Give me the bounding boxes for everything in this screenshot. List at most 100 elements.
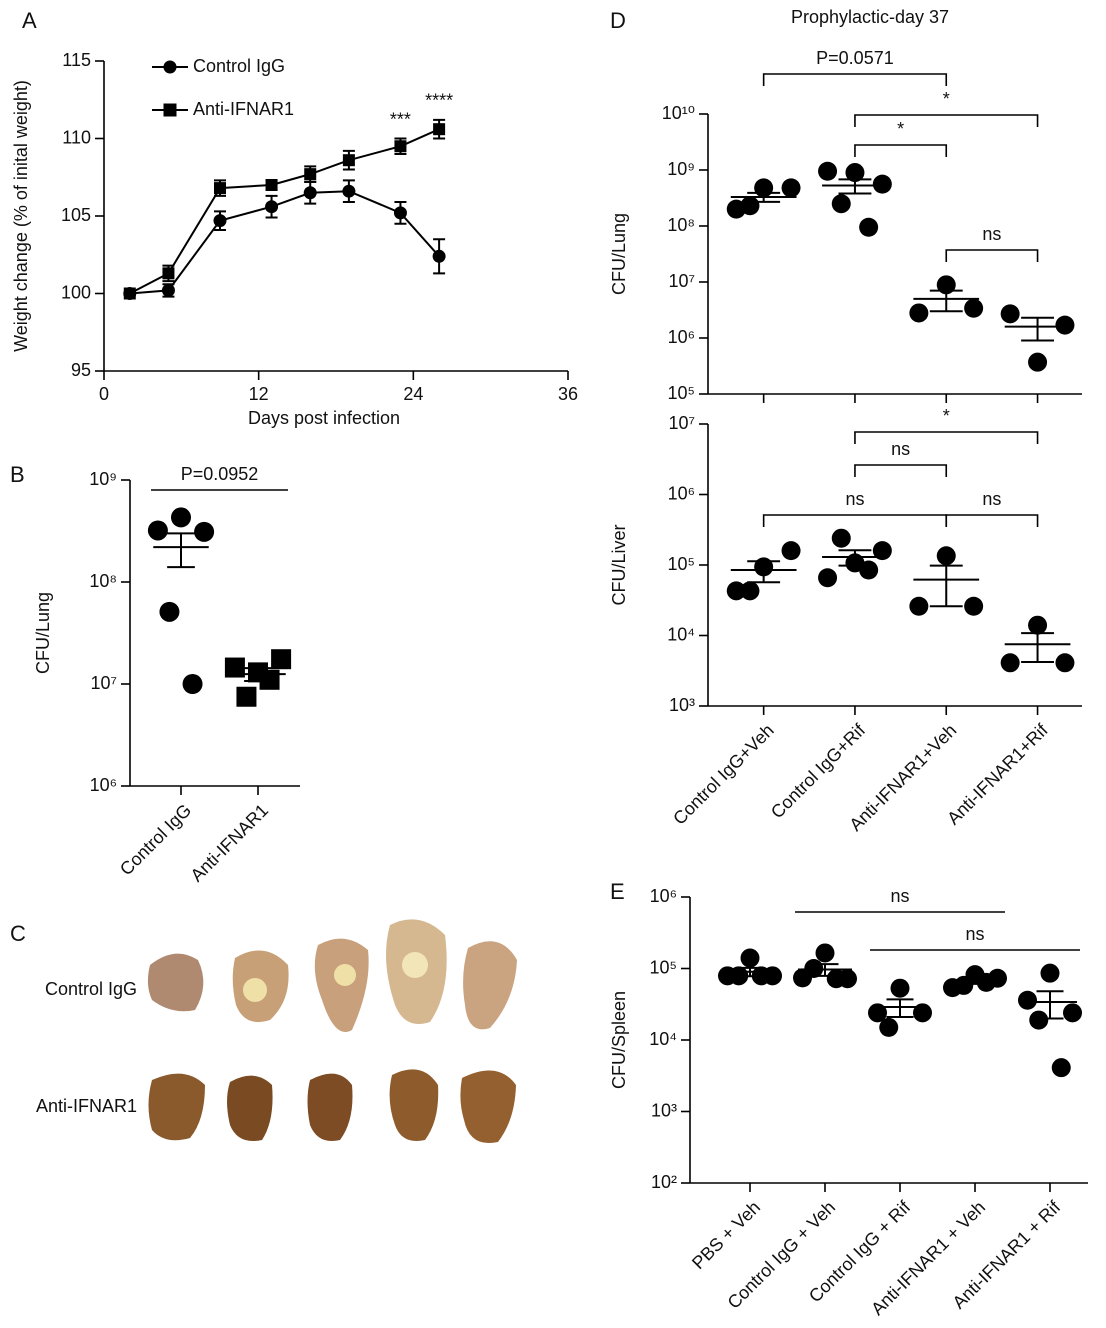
- marker: [781, 541, 801, 561]
- x-tick-label: Control IgG: [116, 800, 195, 879]
- marker: [213, 214, 227, 228]
- comparison-label: P=0.0571: [816, 48, 894, 68]
- marker: [1028, 352, 1048, 372]
- x-tick-label: 24: [403, 384, 423, 404]
- panel-label: D: [610, 8, 626, 33]
- marker: [1000, 653, 1020, 673]
- comparison-label: ns: [965, 924, 984, 944]
- y-tick-label: 10⁶: [90, 775, 117, 795]
- marker: [224, 657, 245, 678]
- legend-marker: [163, 60, 177, 74]
- marker: [182, 674, 203, 694]
- comparison-label: ns: [845, 489, 864, 509]
- y-tick-label: 10⁸: [89, 571, 117, 591]
- error-bar: [961, 978, 989, 985]
- y-tick-label: 10³: [669, 695, 695, 715]
- comparison-label: ns: [982, 224, 1001, 244]
- y-tick-label: 10⁴: [667, 624, 695, 644]
- marker: [740, 948, 760, 968]
- row-label: Anti-IFNAR1: [36, 1096, 137, 1116]
- marker: [1051, 1058, 1071, 1078]
- error-bar: [886, 998, 914, 1018]
- comparison-label: P=0.0952: [181, 464, 259, 484]
- comparison-bracket: [854, 114, 1039, 127]
- error-bar: [1021, 632, 1054, 664]
- marker: [815, 943, 835, 963]
- panel-label: A: [22, 8, 37, 33]
- y-tick-label: 10⁹: [89, 469, 117, 489]
- lung-photos: [147, 919, 517, 1144]
- marker: [726, 581, 746, 601]
- marker: [1000, 304, 1020, 324]
- marker: [271, 649, 292, 670]
- marker: [432, 249, 446, 263]
- marker: [936, 546, 956, 566]
- y-tick-label: 10³: [651, 1100, 677, 1120]
- y-tick-label: 10⁶: [668, 483, 695, 503]
- marker: [162, 267, 175, 280]
- marker: [868, 1003, 887, 1023]
- error-bar: [244, 667, 272, 683]
- panel-label: C: [10, 921, 26, 946]
- error-bar: [747, 560, 781, 584]
- lung: [148, 1073, 205, 1141]
- y-tick-label: 10¹⁰: [662, 103, 695, 123]
- error-bar: [1021, 316, 1054, 342]
- comparison-label: ns: [982, 489, 1001, 509]
- x-axis-label: Days post infection: [248, 408, 400, 428]
- y-tick-label: 10⁶: [668, 327, 695, 347]
- comparison-bracket: [854, 464, 948, 477]
- error-bar: [167, 532, 195, 569]
- panel-label: B: [10, 462, 25, 487]
- annotation: ****: [425, 91, 453, 111]
- comparison-label: ns: [890, 886, 909, 906]
- marker: [964, 596, 984, 616]
- comparison-label: ns: [891, 439, 910, 459]
- marker: [1055, 653, 1075, 673]
- error-bar: [929, 564, 963, 608]
- chart-title: Prophylactic-day 37: [791, 7, 949, 27]
- y-tick-label: 10⁹: [667, 159, 695, 179]
- marker: [831, 194, 851, 214]
- marker: [879, 1017, 899, 1037]
- marker: [394, 140, 407, 153]
- y-tick-label: 10⁸: [667, 215, 695, 235]
- marker: [159, 601, 180, 622]
- y-tick-label: 105: [61, 205, 91, 225]
- marker: [964, 298, 984, 318]
- y-tick-label: 10⁴: [649, 1029, 677, 1049]
- y-tick-label: 10⁵: [668, 383, 695, 403]
- comparison-bracket: [854, 144, 948, 157]
- error-bar: [838, 178, 872, 195]
- lung: [147, 953, 204, 1012]
- marker: [171, 507, 191, 528]
- comparison-bracket: [945, 514, 1039, 527]
- marker: [236, 686, 257, 707]
- panel-c: C Control IgG Anti-IFNAR1: [10, 919, 517, 1144]
- row-label: Control IgG: [45, 979, 137, 999]
- lung: [227, 1075, 273, 1141]
- marker: [1055, 315, 1075, 335]
- marker: [909, 596, 929, 616]
- marker: [194, 521, 215, 542]
- y-tick-label: 10⁷: [668, 413, 695, 433]
- comparison-bracket: [854, 431, 1039, 444]
- x-tick-label: 36: [558, 384, 578, 404]
- marker: [781, 178, 801, 198]
- y-tick-label: 10⁵: [650, 957, 677, 977]
- lesion: [334, 964, 356, 986]
- error-bar: [736, 966, 764, 978]
- error-bar: [747, 191, 781, 203]
- x-tick-label: 12: [249, 384, 269, 404]
- error-bar: [1036, 990, 1064, 1020]
- marker: [845, 163, 865, 183]
- lung: [307, 1073, 353, 1141]
- annotation: ***: [390, 109, 411, 129]
- x-tick-label: Anti-IFNAR1+Rif: [943, 719, 1052, 828]
- marker: [214, 182, 226, 195]
- y-tick-label: 95: [71, 360, 91, 380]
- error-bar: [838, 549, 872, 567]
- marker: [393, 206, 407, 220]
- marker: [123, 287, 136, 300]
